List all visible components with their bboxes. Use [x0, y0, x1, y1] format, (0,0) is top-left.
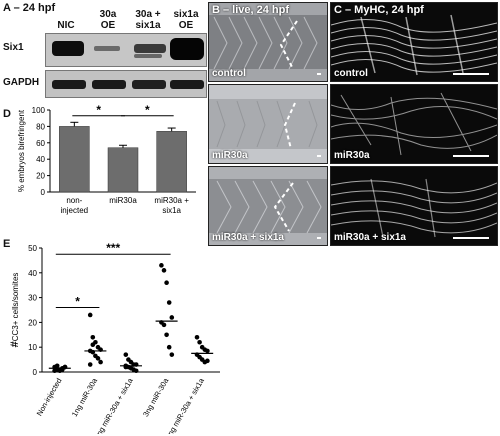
panel-c-title: C – MyHC, 24 hpf	[334, 4, 424, 16]
x-tick-label: 1ng miR-30a + six1a	[92, 376, 135, 434]
y-tick-label: 40	[36, 155, 45, 164]
significance-mark: ***	[106, 241, 120, 255]
y-tick-label: 0	[41, 188, 46, 197]
live-image-label-mir30a-six1a: miR30a + six1a	[212, 232, 284, 243]
y-tick-label: 50	[28, 244, 37, 253]
panel-a-title: A – 24 hpf	[3, 2, 56, 14]
data-point	[169, 315, 175, 320]
data-point	[98, 359, 103, 365]
bar	[156, 131, 187, 193]
significance-mark: *	[96, 104, 101, 117]
scale-bar	[453, 237, 489, 239]
data-point	[197, 339, 202, 345]
blot-row-label-six1: Six1	[3, 42, 24, 53]
x-tick-label: 3ng miR-30a + six1a	[164, 376, 207, 434]
data-point	[62, 364, 68, 370]
x-tick-label: miR30a	[109, 196, 137, 205]
blot-lane-label: OE	[100, 20, 116, 31]
data-point	[90, 334, 96, 340]
y-tick-label: 0	[33, 368, 38, 377]
y-tick-label: 20	[36, 172, 45, 181]
data-point	[133, 368, 139, 374]
x-tick-label: six1a	[162, 206, 181, 215]
myhc-image-control: C – MyHC, 24 hpf control	[330, 2, 498, 82]
live-image-label-control: control	[212, 68, 246, 79]
panel-e-scatter-plot: 0 10 20 30 40 50 #CC3+ cells/somites Non-inject…	[9, 241, 220, 434]
myhc-image-label-mir30a-six1a: miR30a + six1a	[334, 232, 406, 243]
blot-lane-label: NIC	[57, 20, 75, 31]
blot-lane-label: six1a	[135, 20, 161, 31]
live-image-control: B – live, 24 hpf control	[208, 2, 328, 82]
scale-bar	[317, 155, 321, 157]
myhc-image-mir30a: miR30a	[330, 84, 498, 164]
blot-lane-label: 30a	[99, 9, 117, 20]
x-tick-label: miR30a +	[154, 196, 189, 205]
myhc-image-label-control: control	[334, 68, 368, 79]
blot-lane-label: OE	[178, 20, 194, 31]
gapdh-blot-image	[45, 70, 207, 98]
panel-b-title: B – live, 24 hpf	[212, 4, 290, 16]
y-tick-label: 60	[36, 139, 45, 148]
x-tick-label: non-	[66, 196, 82, 205]
data-point	[166, 300, 172, 305]
myhc-image-mir30a-six1a: miR30a + six1a	[330, 166, 498, 246]
data-point	[123, 364, 129, 370]
significance-mark: *	[75, 295, 80, 309]
data-point	[161, 322, 167, 328]
y-tick-label: 100	[32, 106, 46, 115]
data-point	[95, 356, 101, 361]
data-point	[164, 280, 169, 286]
x-tick-label: 3ng miR-30a	[141, 376, 171, 418]
scale-bar	[317, 237, 321, 239]
data-point	[98, 347, 103, 352]
bar	[59, 126, 90, 193]
data-point	[90, 342, 96, 348]
data-point	[164, 332, 169, 338]
y-tick-label: 20	[28, 318, 37, 327]
y-tick-label: 30	[28, 294, 37, 303]
data-point	[194, 334, 200, 340]
scale-bar	[453, 155, 489, 157]
data-point	[159, 263, 164, 268]
panel-d-bar-chart: 0 20 40 60 80 100 % embryos birefringent non-in…	[17, 104, 196, 215]
blot-row-label-gapdh: GAPDH	[3, 77, 40, 88]
blot-lane-label: 30a +	[135, 9, 161, 20]
data-point	[123, 352, 129, 357]
data-point	[169, 352, 175, 357]
blot-lane-label: six1a	[173, 9, 199, 20]
panel-e-label: E	[3, 238, 11, 250]
data-point	[205, 358, 210, 364]
live-image-mir30a-six1a: miR30a + six1a	[208, 166, 328, 246]
data-point	[133, 362, 139, 367]
data-point	[161, 268, 167, 273]
scale-bar	[453, 73, 489, 75]
data-point	[87, 312, 93, 318]
data-point	[166, 344, 172, 350]
data-point	[54, 363, 60, 369]
scale-bar	[317, 73, 321, 75]
x-tick-label: Non-injected	[35, 377, 64, 418]
myhc-image-label-mir30a: miR30a	[334, 150, 370, 161]
y-axis-label: #CC3+ cells/somites	[9, 273, 21, 348]
data-point	[90, 349, 96, 355]
y-tick-label: 40	[28, 269, 37, 278]
y-tick-label: 80	[36, 122, 45, 131]
significance-mark: *	[145, 104, 150, 117]
live-image-label-mir30a: miR30a	[212, 150, 248, 161]
y-tick-label: 10	[28, 343, 37, 352]
y-axis-label: % embryos birefringent	[17, 109, 26, 192]
data-point	[87, 362, 93, 367]
x-tick-label: injected	[61, 206, 89, 215]
live-image-mir30a: miR30a	[208, 84, 328, 164]
data-point	[205, 348, 210, 354]
x-tick-label: 1ng miR-30a	[70, 376, 100, 418]
panel-d-label: D	[3, 108, 11, 120]
bar	[107, 147, 139, 193]
six1-blot-image	[45, 33, 207, 67]
